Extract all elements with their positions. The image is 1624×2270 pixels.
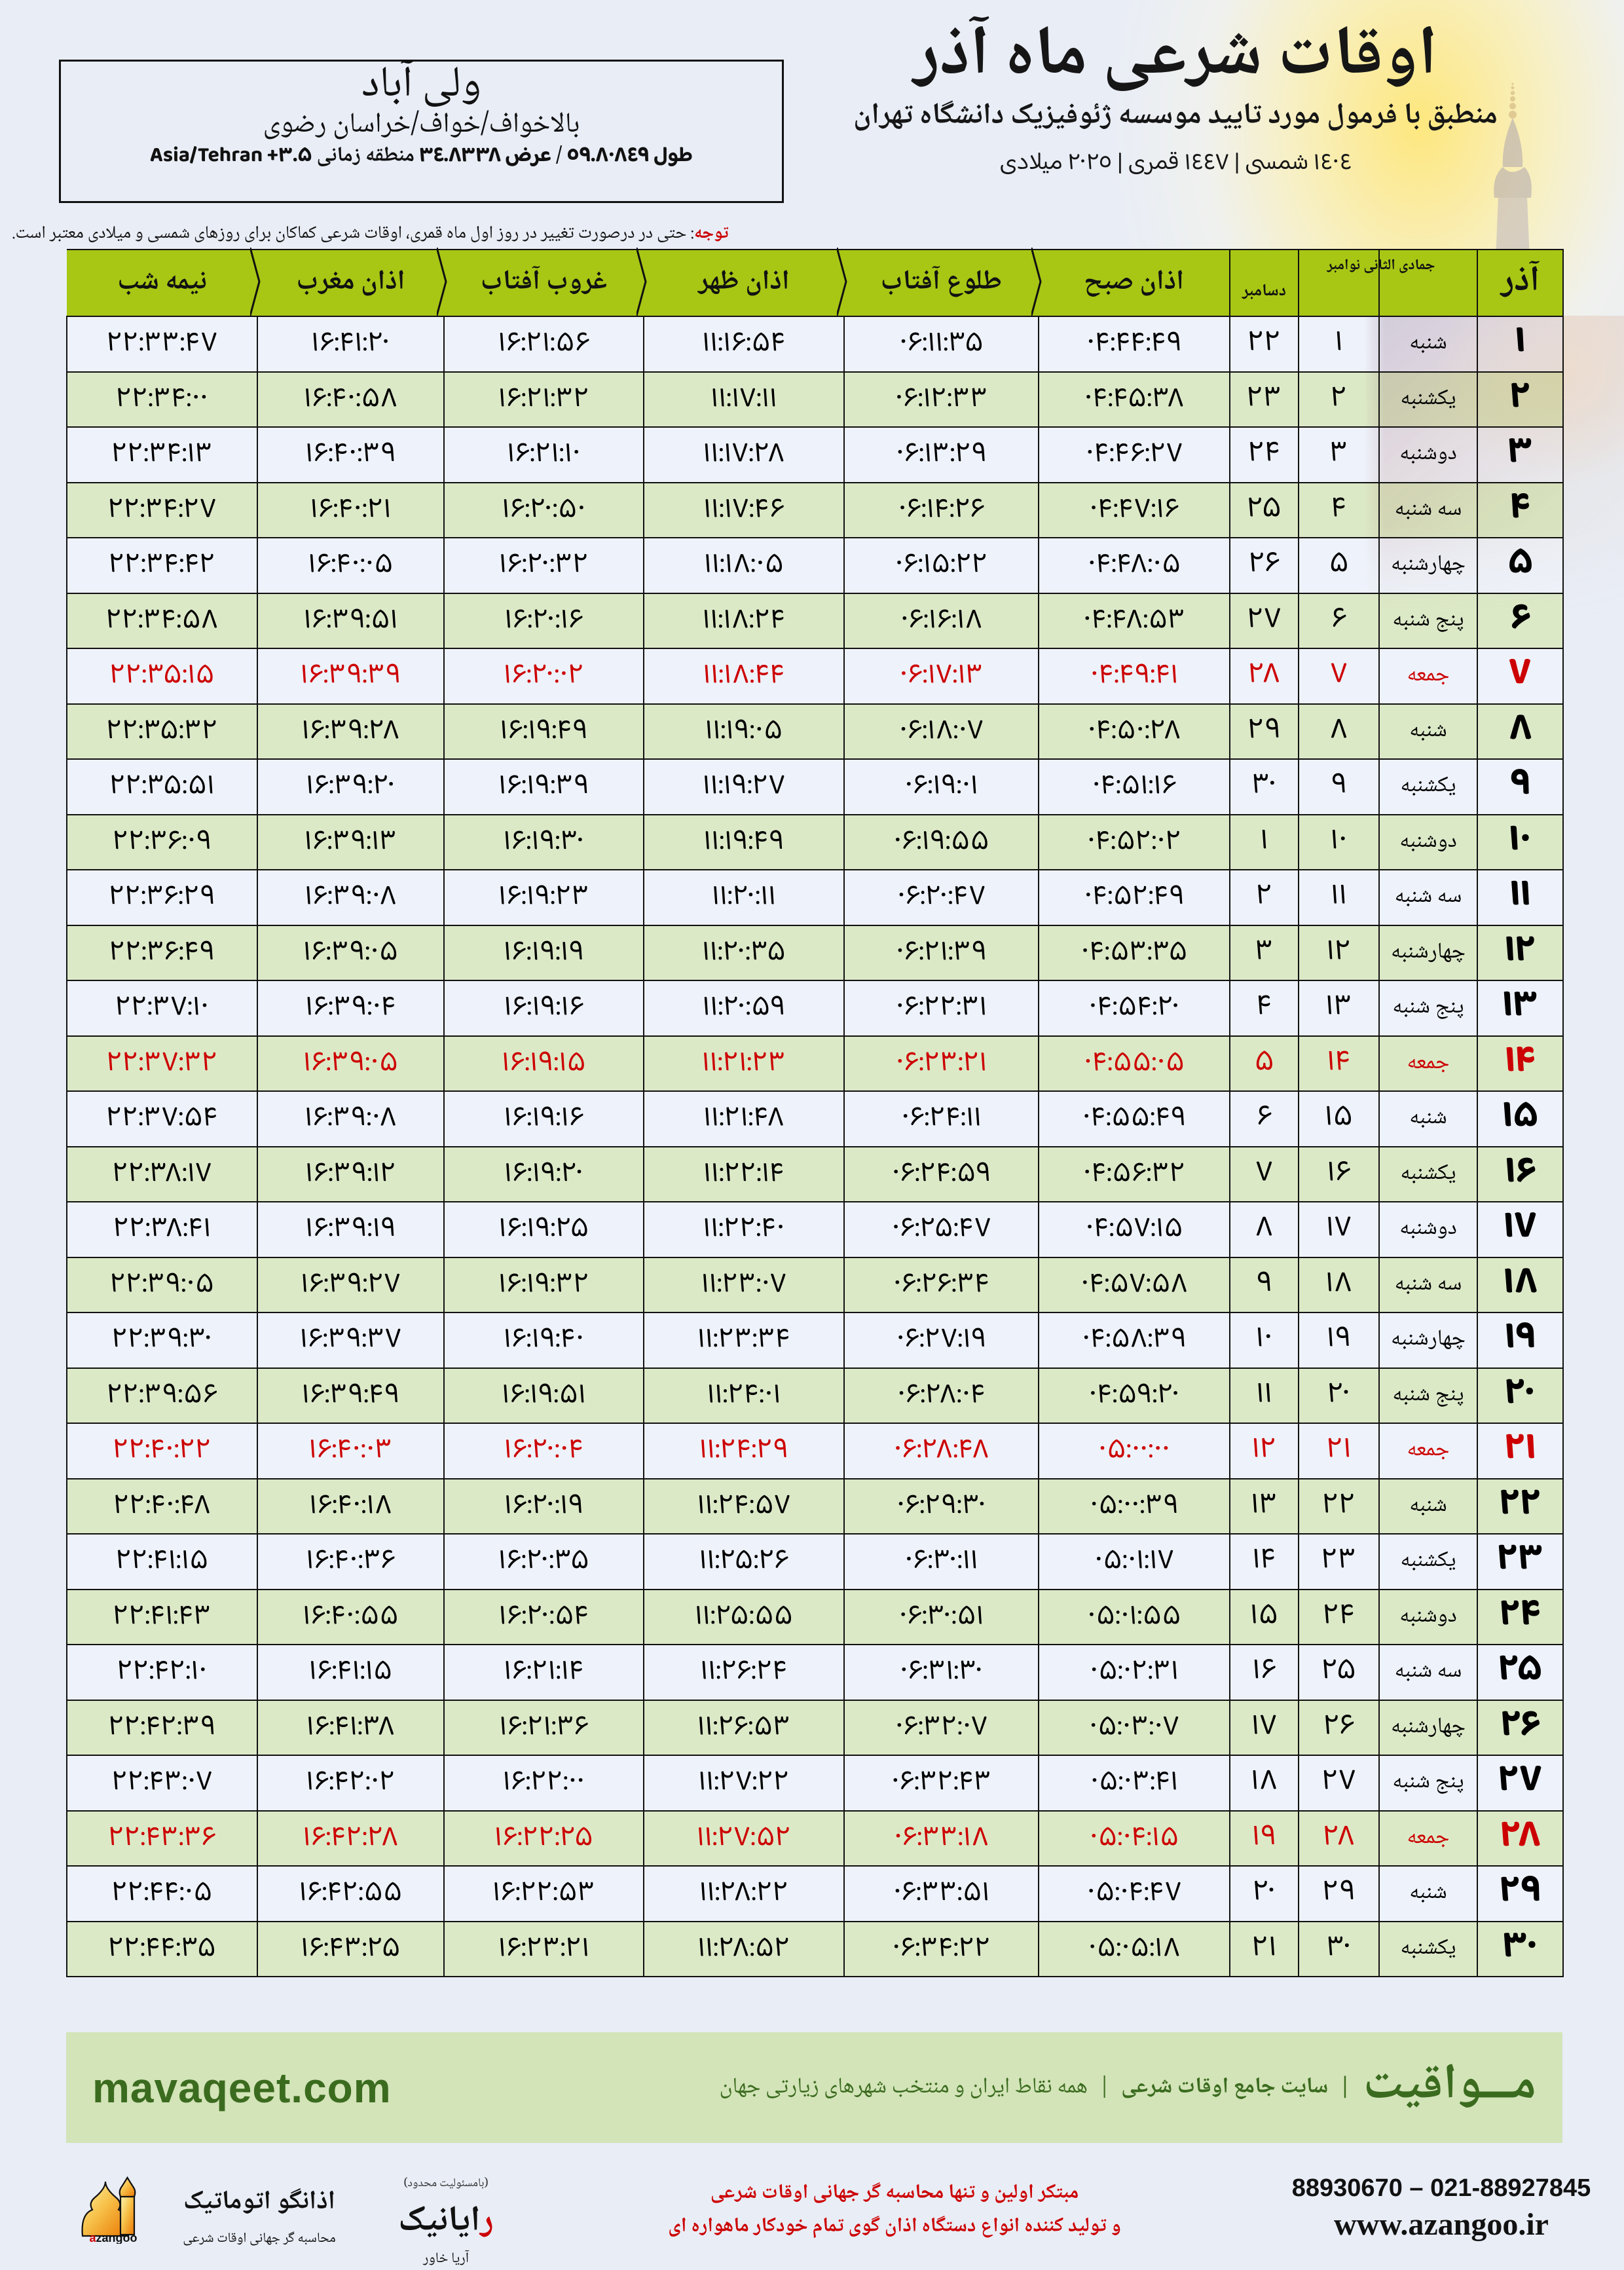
svg-text:azangoo: azangoo [89, 2231, 137, 2244]
